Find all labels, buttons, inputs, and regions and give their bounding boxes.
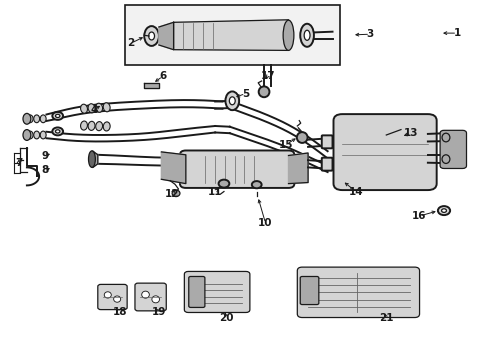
Ellipse shape xyxy=(225,91,239,110)
Text: 19: 19 xyxy=(151,307,166,317)
Text: 18: 18 xyxy=(112,307,127,317)
Ellipse shape xyxy=(437,206,449,215)
Text: 3: 3 xyxy=(366,29,373,39)
Ellipse shape xyxy=(103,103,110,112)
FancyBboxPatch shape xyxy=(439,130,466,168)
FancyBboxPatch shape xyxy=(184,271,249,312)
Ellipse shape xyxy=(296,132,307,143)
Polygon shape xyxy=(288,153,307,184)
Ellipse shape xyxy=(55,114,60,117)
Ellipse shape xyxy=(34,131,40,139)
Polygon shape xyxy=(144,83,159,88)
Ellipse shape xyxy=(88,121,95,130)
Ellipse shape xyxy=(52,112,63,120)
Text: 1: 1 xyxy=(453,28,460,38)
Text: 14: 14 xyxy=(348,186,363,197)
FancyBboxPatch shape xyxy=(98,284,127,310)
Text: 20: 20 xyxy=(218,312,233,323)
Text: 10: 10 xyxy=(258,218,272,228)
Text: 21: 21 xyxy=(378,312,393,323)
Ellipse shape xyxy=(304,30,309,40)
Text: 4: 4 xyxy=(90,105,98,115)
Text: 12: 12 xyxy=(164,189,179,199)
Ellipse shape xyxy=(81,121,87,130)
FancyBboxPatch shape xyxy=(135,283,166,311)
Ellipse shape xyxy=(88,104,95,113)
Ellipse shape xyxy=(251,181,261,188)
Ellipse shape xyxy=(27,115,33,123)
Ellipse shape xyxy=(52,127,63,135)
Ellipse shape xyxy=(55,130,60,133)
Ellipse shape xyxy=(113,296,121,302)
Ellipse shape xyxy=(172,190,180,197)
Ellipse shape xyxy=(148,32,154,40)
Text: 13: 13 xyxy=(403,128,417,138)
Text: 9: 9 xyxy=(42,150,49,161)
Text: 16: 16 xyxy=(411,211,426,221)
Polygon shape xyxy=(173,20,288,50)
Ellipse shape xyxy=(441,133,449,142)
Polygon shape xyxy=(93,151,98,167)
Ellipse shape xyxy=(23,130,31,140)
Ellipse shape xyxy=(152,296,159,303)
Ellipse shape xyxy=(441,209,446,212)
Bar xyxy=(124,5,339,65)
Text: 8: 8 xyxy=(42,165,49,175)
Text: 6: 6 xyxy=(159,71,166,81)
Ellipse shape xyxy=(142,291,149,298)
Ellipse shape xyxy=(218,180,229,188)
Polygon shape xyxy=(159,22,173,50)
Ellipse shape xyxy=(23,113,31,124)
Ellipse shape xyxy=(88,151,95,167)
Text: 5: 5 xyxy=(242,89,248,99)
FancyBboxPatch shape xyxy=(321,135,332,148)
Ellipse shape xyxy=(300,24,313,47)
Text: 11: 11 xyxy=(207,186,222,197)
Ellipse shape xyxy=(229,97,235,105)
FancyBboxPatch shape xyxy=(333,114,436,190)
Text: 17: 17 xyxy=(260,71,275,81)
FancyBboxPatch shape xyxy=(300,276,318,305)
Ellipse shape xyxy=(104,292,111,298)
Ellipse shape xyxy=(81,104,87,113)
FancyBboxPatch shape xyxy=(321,158,332,171)
Polygon shape xyxy=(161,152,185,184)
FancyBboxPatch shape xyxy=(180,150,294,188)
Ellipse shape xyxy=(34,115,40,123)
Ellipse shape xyxy=(258,86,269,97)
Ellipse shape xyxy=(96,103,102,112)
Text: 7: 7 xyxy=(15,158,22,168)
Ellipse shape xyxy=(96,122,102,131)
FancyBboxPatch shape xyxy=(297,267,419,318)
FancyBboxPatch shape xyxy=(188,276,204,307)
Ellipse shape xyxy=(441,155,449,163)
Ellipse shape xyxy=(40,115,46,123)
Ellipse shape xyxy=(144,26,159,46)
Ellipse shape xyxy=(283,20,293,50)
Ellipse shape xyxy=(40,131,46,139)
Ellipse shape xyxy=(103,122,110,131)
Text: 15: 15 xyxy=(278,140,293,150)
Text: 2: 2 xyxy=(127,38,134,48)
Ellipse shape xyxy=(27,131,33,139)
